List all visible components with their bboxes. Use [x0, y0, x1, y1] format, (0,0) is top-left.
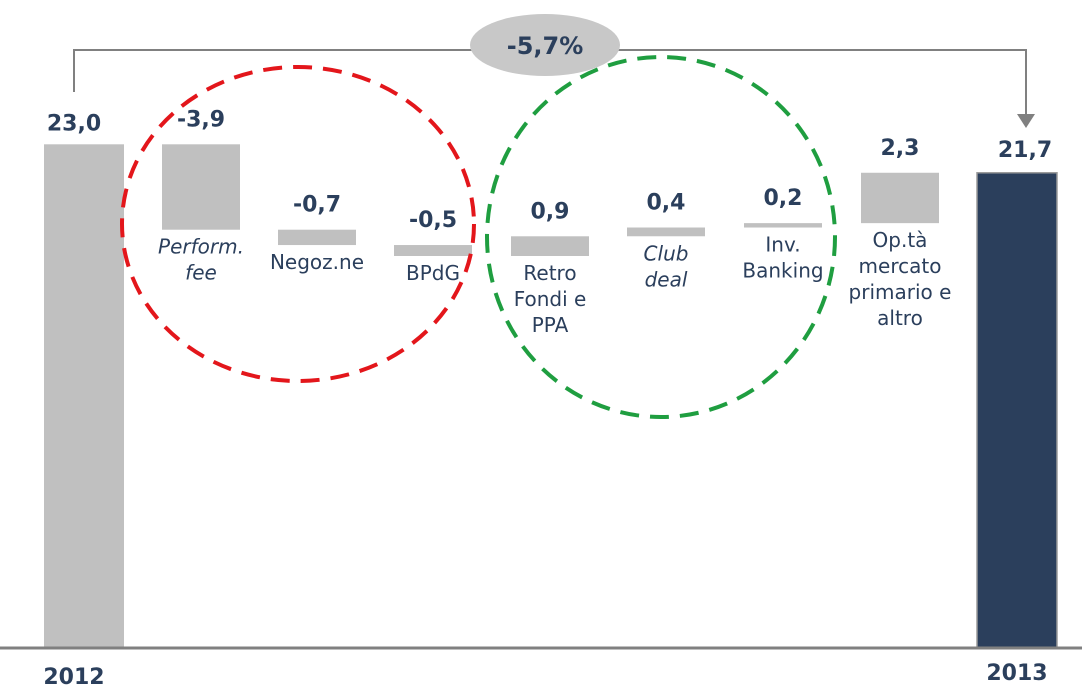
group-circles	[120, 55, 837, 419]
category-label-step-4-line-3: PPA	[532, 313, 569, 337]
value-label-step-5: 0,4	[647, 191, 686, 216]
value-label-step-2: -0,7	[293, 193, 341, 218]
category-label-step-7-line-3: primario e	[849, 280, 952, 304]
connector-arrowhead	[1017, 114, 1035, 128]
change-label: -5,7%	[507, 32, 584, 60]
bar-start-2012	[44, 144, 124, 649]
category-label-step-2-line-1: Negoz.ne	[270, 250, 364, 274]
value-label-step-3: -0,5	[409, 208, 457, 233]
bar-step-4	[511, 236, 589, 256]
category-label-step-5-line-2: deal	[645, 267, 688, 291]
value-label-step-6: 0,2	[764, 186, 803, 211]
category-label-step-4-line-2: Fondi e	[514, 287, 587, 311]
bar-step-3	[394, 245, 472, 256]
bar-step-1	[162, 144, 240, 230]
value-label-end: 21,7	[998, 138, 1052, 163]
category-label-step-7-line-1: Op.tà	[873, 228, 928, 252]
category-label-step-7-line-4: altro	[877, 306, 923, 330]
bar-step-5	[627, 227, 705, 237]
category-label-step-1-line-1: Perform.	[158, 235, 244, 259]
bar-step-7	[861, 172, 939, 224]
labels-layer: 23,0 -3,9 Perform.fee -0,7 Negoz.ne -0,5 BPdG 0…	[47, 107, 1052, 337]
bar-end-2013	[976, 172, 1058, 649]
change-badge	[470, 14, 620, 76]
category-label-step-7-line-2: mercato	[859, 254, 942, 278]
change-connector: -5,7%	[73, 14, 1035, 128]
category-label-step-3-line-1: BPdG	[406, 261, 460, 285]
value-label-start: 23,0	[47, 111, 101, 136]
negative-group-circle	[120, 65, 476, 383]
end-year-label: 2013	[986, 661, 1047, 686]
category-label-step-1-line-2: fee	[185, 261, 217, 285]
value-label-step-1: -3,9	[177, 107, 225, 132]
category-label-step-4-line-1: Retro	[523, 261, 576, 285]
start-year-label: 2012	[43, 665, 104, 689]
category-label-step-6-line-2: Banking	[742, 259, 823, 283]
positive-group-circle	[485, 55, 837, 419]
value-label-step-4: 0,9	[531, 199, 570, 224]
value-label-step-7: 2,3	[881, 136, 920, 161]
bar-step-2	[278, 229, 356, 246]
category-label-step-6-line-1: Inv.	[765, 233, 800, 257]
bars-layer	[44, 144, 1058, 649]
category-label-step-5-line-1: Club	[644, 241, 689, 265]
bar-step-6	[744, 223, 822, 228]
